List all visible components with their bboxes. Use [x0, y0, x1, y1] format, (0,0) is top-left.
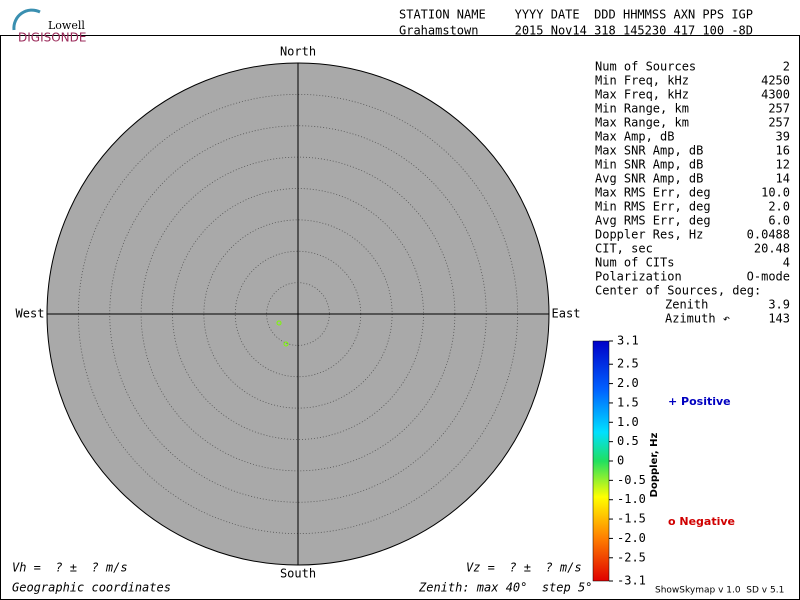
colorbar-tick-label: -2.0: [617, 531, 646, 545]
stat-value: 2: [783, 60, 790, 74]
center-title: Center of Sources, deg:: [595, 284, 761, 298]
legend-positive: + Positive: [668, 395, 731, 408]
colorbar-title: Doppler, Hz: [649, 433, 660, 498]
stat-label: Num of CITs: [595, 256, 674, 270]
header-values: Grahamstown 2015 Nov14 318 145230 417 10…: [399, 24, 753, 38]
stat-value: 16: [776, 144, 790, 158]
colorbar-tick-label: -2.5: [617, 550, 646, 564]
header-labels: STATION NAME YYYY DATE DDD HHMMSS AXN PP…: [399, 8, 753, 22]
stat-label: Max SNR Amp, dB: [595, 144, 703, 158]
stat-label: Avg SNR Amp, dB: [595, 172, 703, 186]
stat-label: Max Amp, dB: [595, 130, 674, 144]
stat-label: Min Freq, kHz: [595, 74, 689, 88]
stat-value: 39: [776, 130, 790, 144]
stat-value: 12: [776, 158, 790, 172]
coords-label: Geographic coordinates: [12, 581, 171, 595]
colorbar-tick-label: 1.0: [617, 415, 639, 429]
stat-label: Max RMS Err, deg: [595, 186, 711, 200]
colorbar: [592, 340, 610, 582]
colorbar-tick-label: -0.5: [617, 473, 646, 487]
stat-label: Max Range, km: [595, 116, 689, 130]
west-label: West: [16, 307, 45, 321]
stat-label: Min SNR Amp, dB: [595, 158, 703, 172]
stat-value: 257: [768, 102, 790, 116]
colorbar-tick-label: -3.1: [617, 574, 646, 588]
source-point: [283, 341, 289, 347]
stat-value: 257: [768, 116, 790, 130]
stat-value: 2.0: [768, 200, 790, 214]
stat-label: Max Freq, kHz: [595, 88, 689, 102]
colorbar-tick-label: 0.5: [617, 434, 639, 448]
stat-label: Min RMS Err, deg: [595, 200, 711, 214]
colorbar-tick-label: 3.1: [617, 334, 639, 348]
stat-label: Avg RMS Err, deg: [595, 214, 711, 228]
stat-value: 0.0488: [747, 228, 790, 242]
colorbar-tick-label: 1.5: [617, 395, 639, 409]
stat-label: Num of Sources: [595, 60, 696, 74]
colorbar-tick-label: 0: [617, 454, 624, 468]
legend-negative: o Negative: [668, 515, 735, 528]
colorbar-tick-label: 2.5: [617, 357, 639, 371]
center-label: Zenith: [665, 298, 708, 312]
center-label: Azimuth ↶: [665, 312, 730, 326]
stat-label: CIT, sec: [595, 242, 653, 256]
stat-value: 4: [783, 256, 790, 270]
logo-top: Lowell: [48, 19, 85, 32]
stat-value: 4250: [761, 74, 790, 88]
stat-label: Polarization: [595, 270, 682, 284]
stat-value: 14: [776, 172, 790, 186]
stat-label: Doppler Res, Hz: [595, 228, 703, 242]
zenith-note: Zenith: max 40° step 5°: [418, 581, 592, 595]
stat-label: Min Range, km: [595, 102, 689, 116]
stat-value: 10.0: [761, 186, 790, 200]
source-point: [276, 320, 282, 326]
vz-label: Vz = ? ± ? m/s: [466, 561, 582, 575]
stat-value: 20.48: [754, 242, 790, 256]
colorbar-tick-label: -1.5: [617, 512, 646, 526]
center-value: 3.9: [768, 298, 790, 312]
version: ShowSkymap v 1.0 SD v 5.1: [655, 586, 784, 596]
center-value: 143: [768, 312, 790, 326]
north-label: North: [280, 45, 316, 59]
east-label: East: [552, 307, 581, 321]
colorbar-tick-label: -1.0: [617, 492, 646, 506]
south-label: South: [280, 567, 316, 581]
logo-arc: [12, 8, 41, 31]
stat-value: 6.0: [768, 214, 790, 228]
stat-value: 4300: [761, 88, 790, 102]
colorbar-tick-label: 2.0: [617, 376, 639, 390]
vh-label: Vh = ? ± ? m/s: [12, 561, 128, 575]
logo-bottom: DIGISONDE: [18, 31, 86, 45]
stat-value: O-mode: [747, 270, 790, 284]
